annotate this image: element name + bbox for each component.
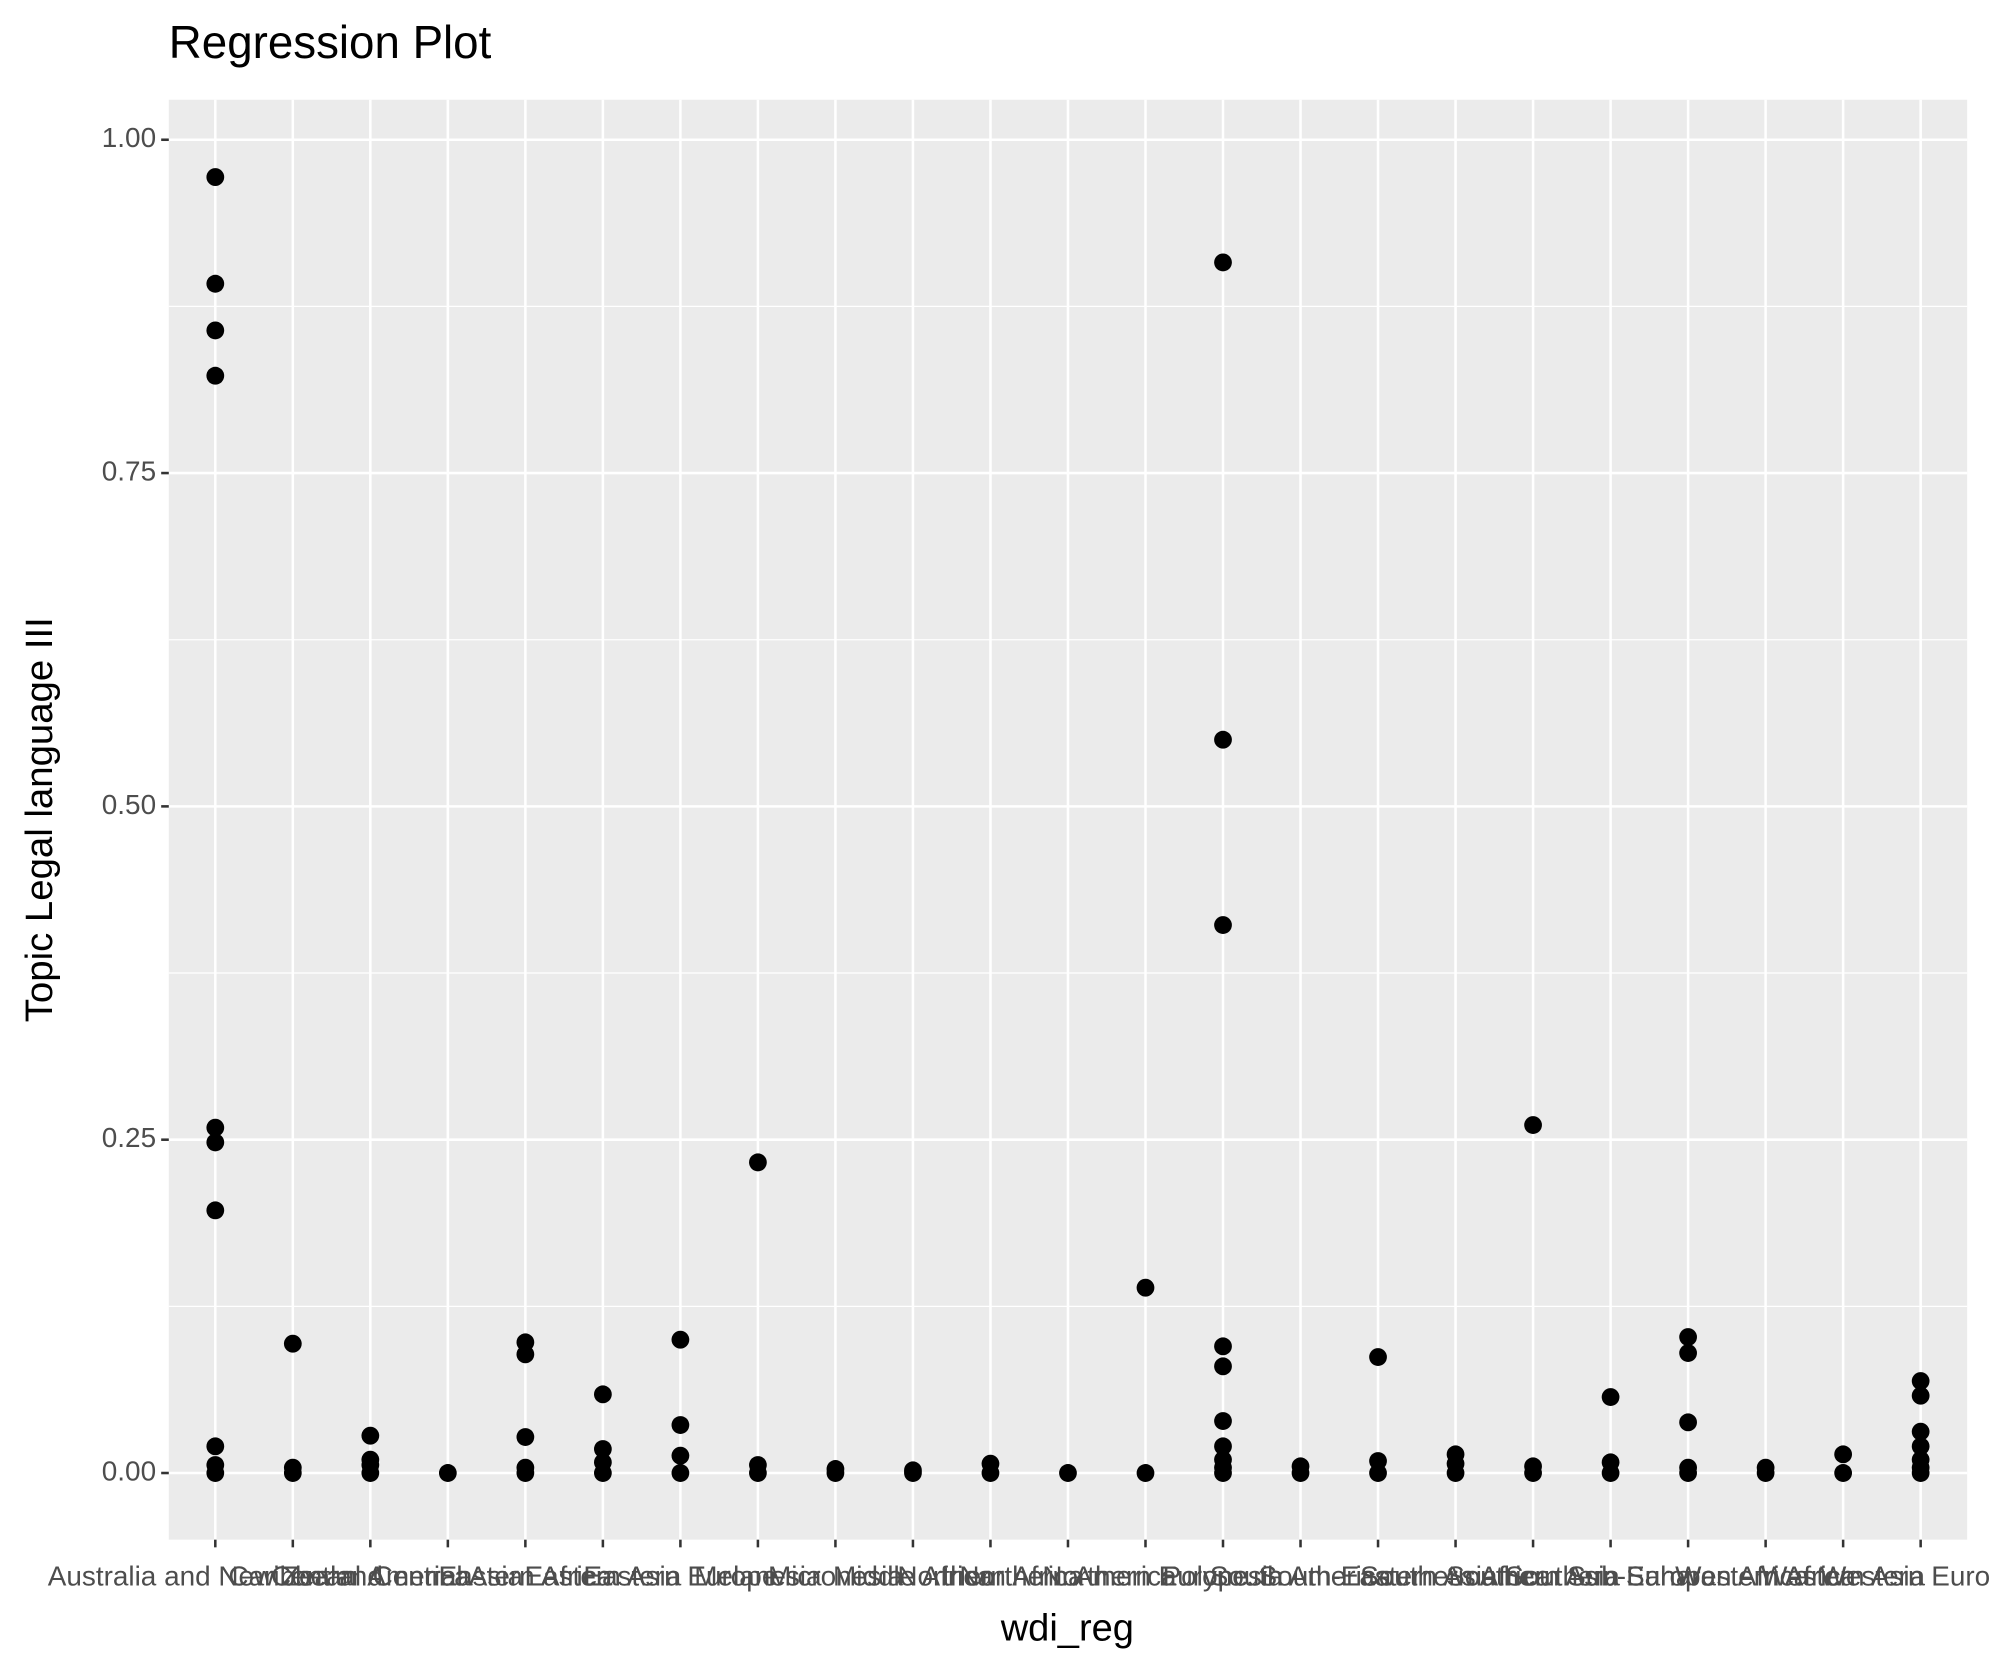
point — [1911, 1386, 1930, 1405]
x-tick-label: Sub-Saharan Africa — [1567, 1560, 1809, 1591]
marks — [206, 168, 1930, 1482]
point — [1214, 730, 1232, 749]
point — [593, 1385, 612, 1404]
x-tick-label: Micronesia — [768, 1560, 903, 1591]
point — [749, 1153, 767, 1172]
point — [1136, 1278, 1155, 1297]
point — [1059, 1464, 1077, 1482]
point — [361, 1426, 380, 1445]
point — [1214, 1337, 1232, 1356]
point — [206, 321, 225, 340]
point — [1679, 1344, 1697, 1362]
point — [671, 1446, 690, 1465]
point — [671, 1330, 690, 1349]
x-tick-label: Caribbean — [228, 1560, 357, 1591]
x-tick-label: Central America — [271, 1560, 470, 1591]
point — [1679, 1328, 1697, 1346]
point — [593, 1440, 612, 1458]
point — [1911, 1464, 1930, 1482]
point — [1214, 1464, 1232, 1482]
x-tick-label: Polynesia — [1162, 1560, 1283, 1591]
x-tick-label: South-Eastern Asia — [1259, 1560, 1498, 1591]
x-tick-label: Eastern Asia — [525, 1560, 682, 1591]
point — [1911, 1437, 1930, 1456]
x-axis-title: wdi_reg — [1000, 1606, 1134, 1649]
y-tick-label: 0.75 — [102, 455, 156, 486]
point — [283, 1334, 302, 1353]
point — [671, 1416, 690, 1434]
x-tick-label: Western Africa — [1675, 1560, 1856, 1591]
point — [1214, 1437, 1232, 1456]
point — [1911, 1372, 1930, 1390]
point — [206, 1118, 225, 1137]
y-tick-label: 0.50 — [102, 789, 156, 820]
y-tick-label: 0.25 — [102, 1122, 156, 1153]
point — [1679, 1413, 1697, 1432]
x-tick-label: Southern Europe — [1505, 1560, 1716, 1591]
x-tick-label: Northern America — [959, 1560, 1177, 1591]
point — [1291, 1464, 1310, 1482]
point — [516, 1345, 535, 1364]
x-tick-label: Australia and New Zealand — [48, 1560, 383, 1591]
point — [904, 1464, 922, 1482]
point — [206, 1437, 225, 1456]
point — [516, 1464, 535, 1482]
y-tick-label: 0.00 — [102, 1455, 156, 1486]
point — [206, 366, 225, 385]
point — [1756, 1464, 1775, 1482]
point — [981, 1464, 1000, 1482]
point — [206, 168, 225, 187]
point — [1214, 1412, 1232, 1430]
point — [361, 1464, 380, 1482]
point — [206, 1464, 225, 1482]
y-tick-label: 1.00 — [102, 122, 156, 153]
point — [671, 1464, 690, 1482]
point — [1524, 1116, 1542, 1134]
y-axis-title: Topic Legal language III — [18, 617, 61, 1022]
point — [1214, 1357, 1232, 1376]
x-tick-label: Eastern Africa — [438, 1560, 612, 1591]
point — [1601, 1464, 1620, 1482]
x-tick-label: Western Europe — [1820, 1560, 1990, 1591]
point — [1369, 1464, 1387, 1482]
point — [206, 274, 225, 293]
point — [749, 1464, 767, 1482]
x-tick-label: Northern Europe — [1042, 1560, 1248, 1591]
point — [1446, 1464, 1465, 1482]
point — [1214, 916, 1232, 934]
point — [1136, 1464, 1155, 1482]
point — [1911, 1422, 1930, 1441]
point — [1524, 1464, 1542, 1482]
x-tick-label: South America — [1210, 1560, 1392, 1591]
point — [438, 1464, 457, 1482]
point — [1601, 1388, 1620, 1406]
point — [1369, 1348, 1387, 1366]
x-tick-label: Middle Africa — [833, 1560, 993, 1591]
x-tick-label: Northern Africa — [897, 1560, 1084, 1591]
x-tick-label: Southern Asia — [1446, 1560, 1620, 1591]
point — [206, 1133, 225, 1152]
x-tick-label: Southern Africa — [1360, 1560, 1551, 1591]
x-tick-label: Western Asia — [1761, 1560, 1925, 1591]
point — [1214, 253, 1232, 272]
grid — [168, 99, 1968, 1540]
point — [826, 1464, 845, 1482]
x-tick-label: Melanesia — [694, 1560, 822, 1591]
chart-title: Regression Plot — [169, 16, 492, 68]
point — [1679, 1464, 1697, 1482]
x-tick-label: Central Asia — [373, 1560, 524, 1591]
point — [206, 1201, 225, 1220]
point — [283, 1464, 302, 1482]
point — [1834, 1445, 1853, 1464]
point — [1834, 1464, 1853, 1482]
point — [593, 1464, 612, 1482]
point — [516, 1428, 535, 1446]
x-tick-label: Eastern Europe — [583, 1560, 777, 1591]
